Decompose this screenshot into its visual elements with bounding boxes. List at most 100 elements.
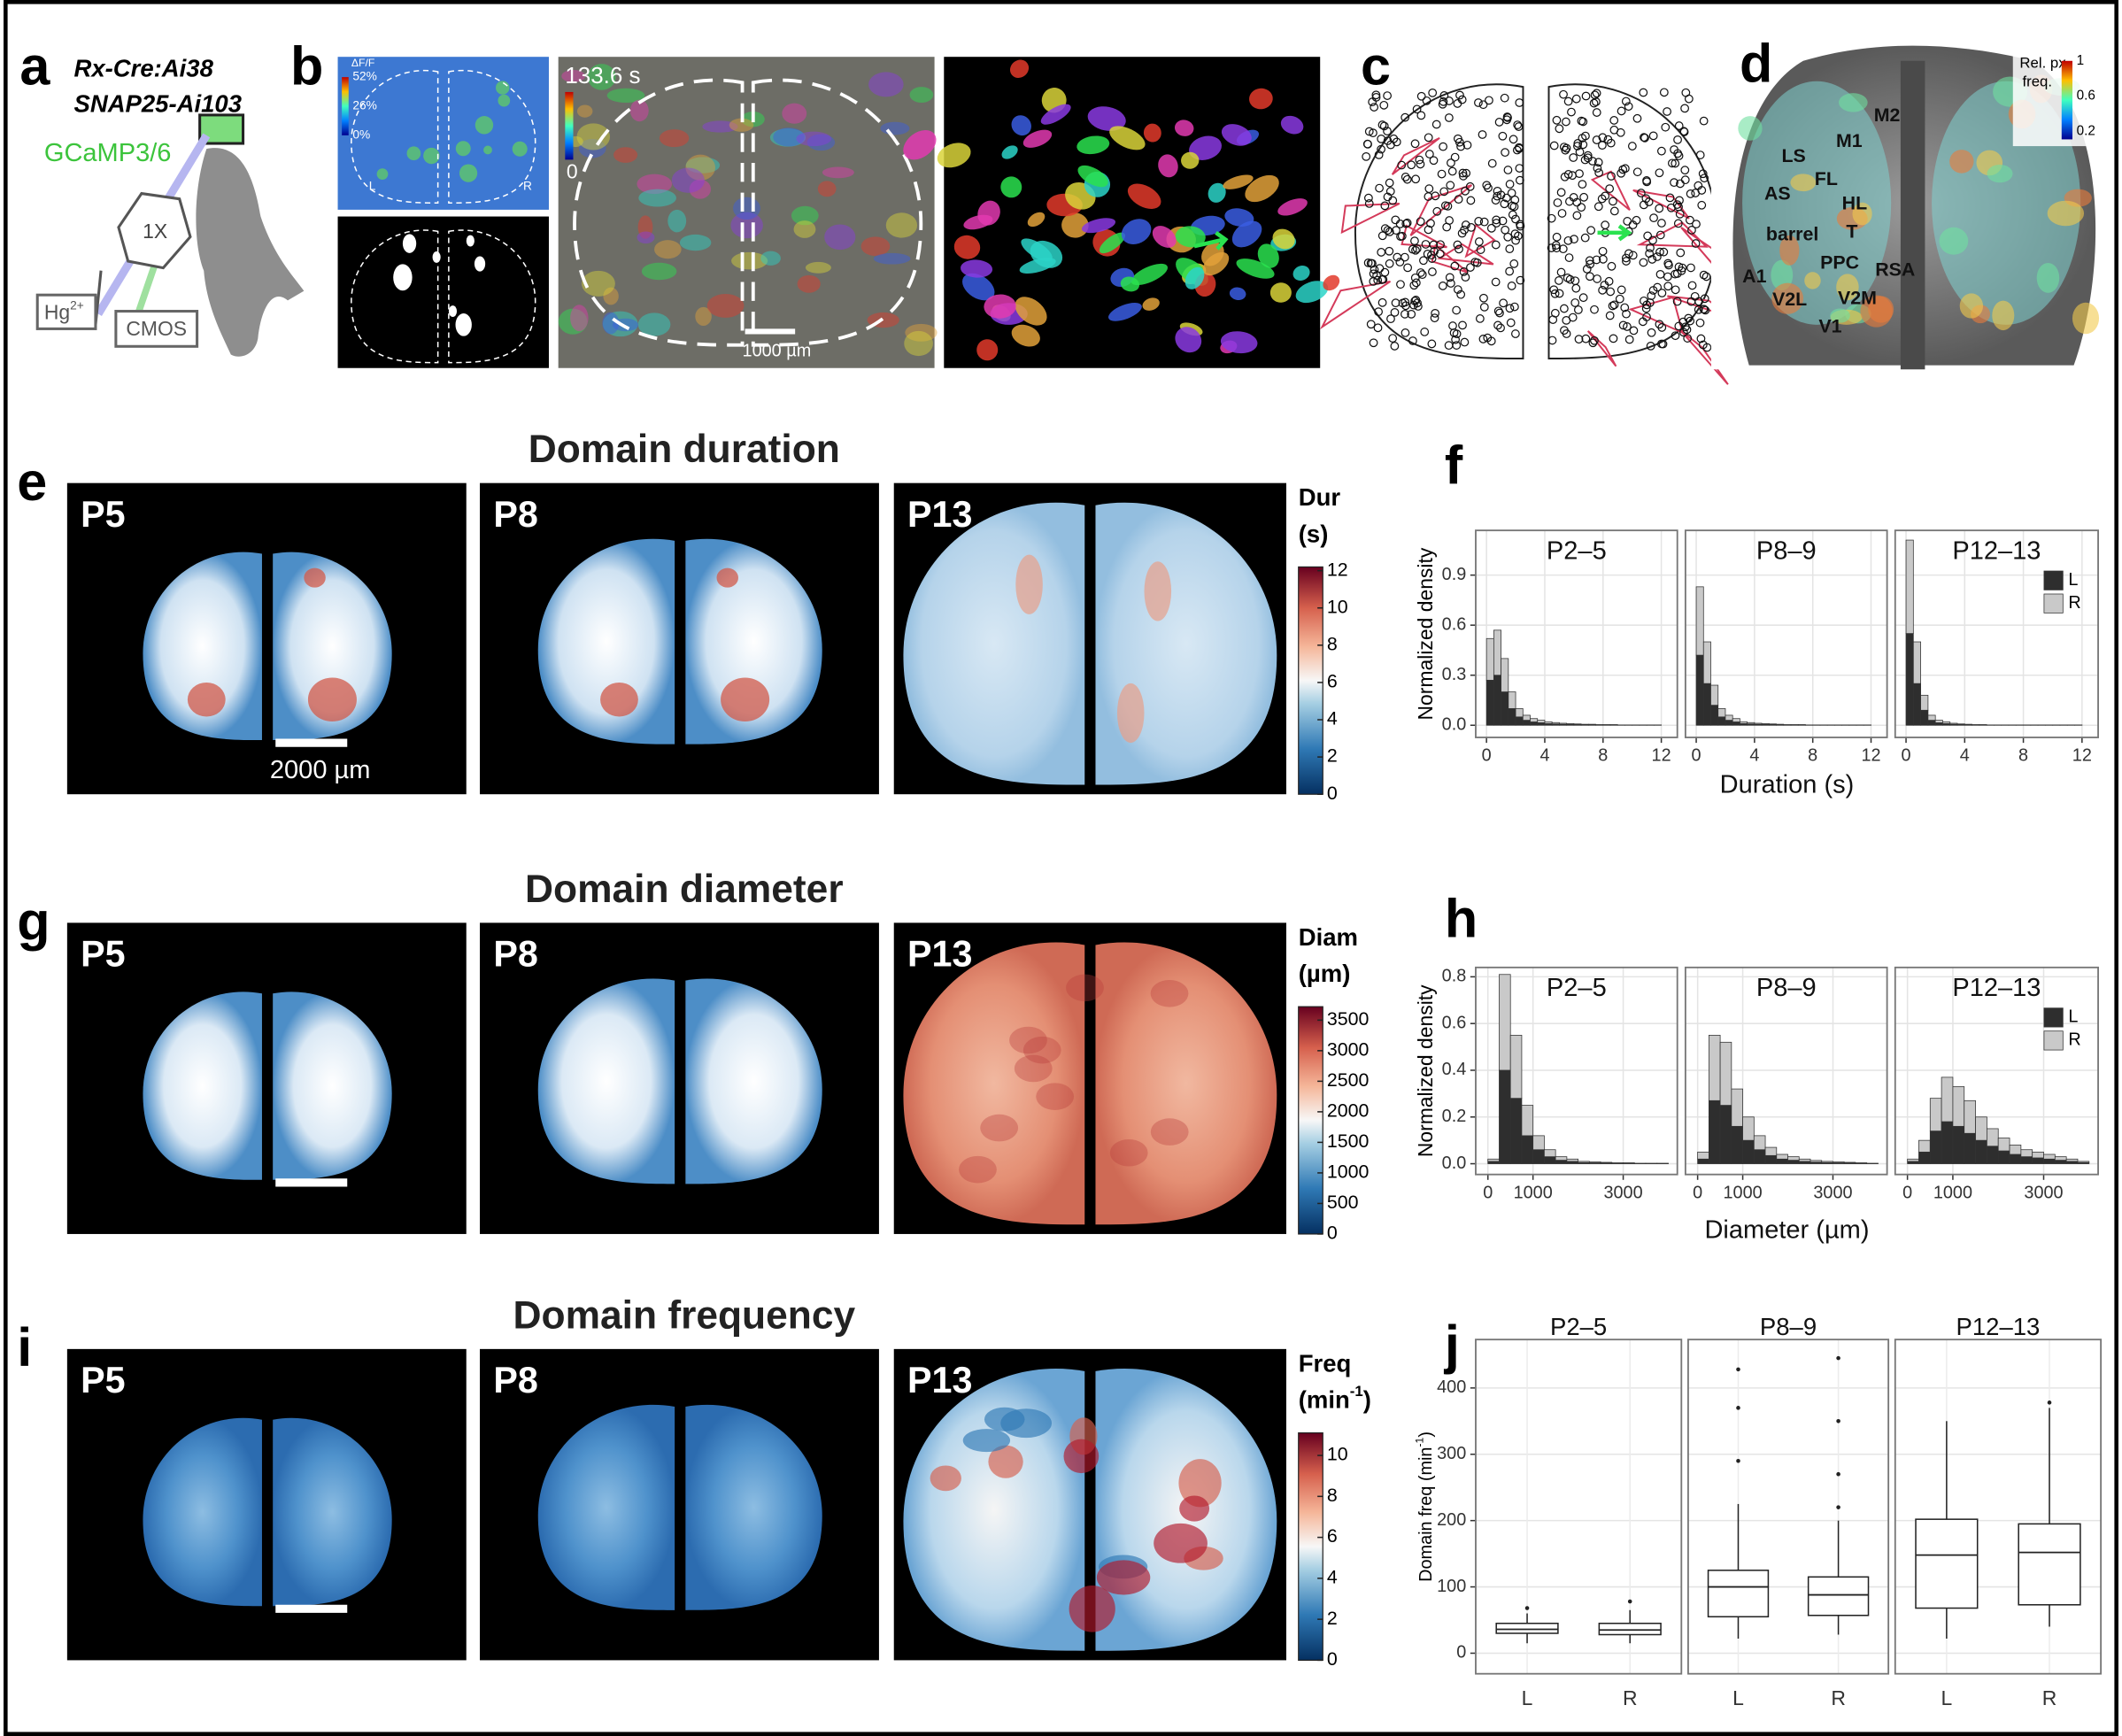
box <box>1915 1518 1979 1609</box>
domain-center <box>1515 164 1524 173</box>
histogram-bar <box>1952 1125 1965 1164</box>
domain-blob <box>1142 297 1160 311</box>
domain-center <box>1646 341 1655 351</box>
facet-border <box>1475 1339 1683 1675</box>
age-label: P8 <box>493 494 537 535</box>
domain-center <box>1556 267 1566 277</box>
x-tick-label: 1000 <box>1723 1183 1762 1202</box>
genotype: SNAP25-Ai103 <box>73 89 242 117</box>
dff-spot <box>376 168 389 181</box>
domain-center <box>1428 267 1437 276</box>
domain-center <box>1492 215 1501 225</box>
facet-title: P12–13 <box>1952 974 2041 1002</box>
domain-center <box>1578 140 1588 150</box>
domain-center <box>1574 305 1583 314</box>
histogram-bar <box>1912 683 1921 726</box>
x-tick-label: 4 <box>1539 746 1549 766</box>
x-tick-label: 8 <box>1598 746 1608 766</box>
domain-center <box>1457 228 1467 238</box>
hemisphere-map <box>903 942 1085 1225</box>
domain-center <box>1398 298 1408 308</box>
activity-blob <box>904 330 933 357</box>
domain-center <box>1617 106 1626 116</box>
histogram-bar <box>1776 1158 1788 1164</box>
domain-center <box>1458 168 1468 178</box>
domain-center <box>1470 258 1480 267</box>
time-cbar-low: 0 <box>567 160 578 183</box>
heatmap-spot <box>1939 227 1969 255</box>
domain-center <box>1624 249 1633 258</box>
y-axis-title-text: Normalized density <box>1414 984 1437 1157</box>
heatmap-spot <box>1992 300 2015 331</box>
domain-center <box>1455 90 1464 100</box>
domain-center <box>1438 282 1447 290</box>
histogram-bar <box>2020 1149 2033 1158</box>
cbar-tick-label: 6 <box>1327 1525 1338 1547</box>
domain-center <box>1411 296 1421 305</box>
histogram-bar <box>1521 1105 1534 1137</box>
domain-center <box>1657 146 1666 156</box>
domain-center <box>1491 196 1501 205</box>
domain-center <box>1565 274 1575 284</box>
hot-spot <box>1150 1118 1189 1146</box>
cbar-tick-label: 500 <box>1327 1192 1359 1213</box>
domain-center <box>1509 135 1518 144</box>
domain-center <box>1617 285 1626 295</box>
domain-center <box>1588 338 1598 348</box>
region-label: AS <box>1764 183 1791 204</box>
age-label: P5 <box>81 934 125 975</box>
domain-center <box>1364 193 1373 203</box>
histogram-bar <box>1493 629 1501 676</box>
domain-center <box>1368 97 1377 107</box>
domain-center <box>1370 265 1379 274</box>
domain-center <box>1653 252 1662 261</box>
domain-center <box>1390 342 1400 351</box>
domain-center <box>1675 196 1684 205</box>
domain-center <box>1401 309 1409 319</box>
domain-center <box>1671 285 1680 295</box>
x-tick-label: 8 <box>2018 746 2028 766</box>
hot-spot <box>1178 1459 1222 1508</box>
y-tick-label: 0.0 <box>1442 1153 1467 1173</box>
domain-blob <box>1257 243 1279 268</box>
facet-title: P2–5 <box>1547 974 1607 1002</box>
domain-center <box>1623 322 1632 331</box>
panel-letter: h <box>1445 889 1478 949</box>
histogram-bar <box>2054 1156 2067 1161</box>
histogram-bar <box>1544 1149 1556 1158</box>
histogram-bar <box>1566 1161 1579 1164</box>
hot-spot <box>1015 554 1043 614</box>
domain-center <box>1516 275 1525 285</box>
cbar-tick-label: 2 <box>1327 1608 1338 1629</box>
domain-blob <box>1221 124 1252 146</box>
domain-blob <box>976 339 999 361</box>
facet-panel <box>1475 1339 1682 1674</box>
activity-blob <box>654 240 682 259</box>
domain-center <box>1508 210 1517 220</box>
activity-blob <box>695 306 712 327</box>
domain-center <box>1586 272 1594 282</box>
domain-center <box>1390 307 1400 317</box>
domain-center <box>1412 104 1422 114</box>
facet-panel <box>1894 1339 2102 1674</box>
domain-center <box>1437 169 1447 179</box>
outlier <box>1627 1599 1632 1604</box>
activity-blob <box>576 123 611 150</box>
domain-center <box>1407 160 1416 170</box>
histogram-bar <box>1537 720 1546 723</box>
domain-center <box>1397 160 1407 170</box>
facet-title: P2–5 <box>1550 1313 1607 1340</box>
domain-center <box>1482 181 1492 190</box>
panel-letter: a <box>19 36 50 96</box>
domain-center <box>1377 297 1387 307</box>
domain-center <box>1388 334 1398 343</box>
region-label: V2M <box>1838 287 1877 308</box>
map-title: Domain frequency <box>513 1293 856 1337</box>
domain-center <box>1694 305 1703 314</box>
facet-panel <box>1687 1339 1889 1674</box>
heatmap-spot <box>1949 150 1974 174</box>
histogram-bar <box>1555 1160 1568 1164</box>
domain-center <box>1642 176 1651 185</box>
cbar-unit-text: (s) <box>1299 521 1329 548</box>
domain-center <box>1476 245 1485 254</box>
